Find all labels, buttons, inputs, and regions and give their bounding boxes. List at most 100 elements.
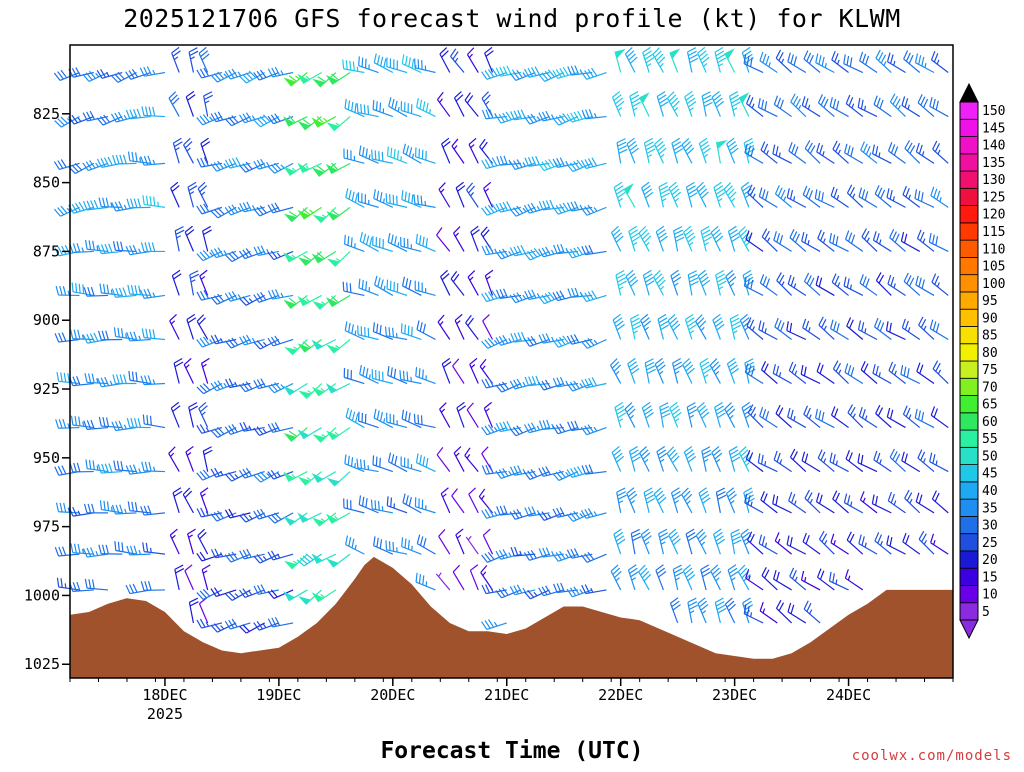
wind-barb [441, 488, 450, 513]
barb-feather [731, 529, 739, 533]
barb-feather [355, 413, 357, 422]
barb-feather [423, 369, 424, 378]
barb-feather [834, 189, 837, 198]
wind-barb [701, 565, 711, 590]
barb-feather [406, 56, 408, 65]
wind-barb [240, 335, 265, 345]
wind-barb [240, 513, 265, 522]
barb-feather [888, 275, 891, 284]
barb-feather [188, 182, 196, 187]
barb-half-feather [836, 579, 837, 584]
barb-feather [525, 158, 529, 167]
barb-half-feather [210, 252, 213, 255]
barb-feather [809, 190, 812, 199]
barb-feather [907, 143, 912, 151]
wind-barb [774, 231, 792, 251]
barb-staff [469, 494, 479, 513]
barb-feather [881, 55, 885, 63]
wind-barb [818, 230, 835, 252]
colorbar-label: 95 [982, 294, 998, 309]
barb-feather [426, 103, 428, 112]
colorbar-arrow-low [960, 620, 978, 638]
barb-half-feather [83, 422, 84, 427]
barb-feather [94, 200, 98, 209]
barb-half-feather [111, 290, 112, 295]
barb-half-feather [252, 338, 254, 342]
barb-feather [127, 546, 130, 555]
barb-feather [792, 494, 795, 503]
colorbar-swatch [960, 102, 978, 119]
barb-half-feather [645, 459, 648, 462]
barb-half-feather [753, 194, 755, 198]
barb-half-feather [277, 473, 280, 477]
wind-barb [804, 601, 820, 623]
barb-half-feather [908, 105, 909, 110]
barb-feather [930, 97, 932, 106]
barb-feather [346, 535, 348, 544]
wind-barb [789, 142, 806, 163]
barb-feather [517, 585, 521, 593]
colorbar-swatch [960, 534, 978, 551]
wind-barb [716, 488, 726, 513]
barb-feather [78, 544, 80, 553]
wind-barb [581, 425, 606, 435]
barb-half-feather [618, 108, 622, 111]
barb-feather [821, 452, 825, 461]
barb-half-feather [537, 426, 539, 430]
barb-feather [103, 417, 105, 426]
wind-barb [268, 203, 293, 213]
barb-half-feather [124, 425, 126, 429]
barb-half-feather [633, 243, 637, 246]
barb-feather [414, 194, 415, 203]
barb-feather [775, 318, 778, 327]
wind-barb [669, 182, 681, 207]
barb-half-feather [909, 415, 911, 419]
barb-feather [744, 488, 752, 493]
wind-barb [729, 447, 740, 472]
barb-feather [423, 324, 425, 333]
y-tick-label: 900 [33, 311, 60, 329]
wind-barb [375, 276, 393, 296]
barb-half-feather [674, 107, 677, 110]
wind-barb [453, 565, 464, 590]
wind-barb [268, 617, 293, 627]
barb-feather [190, 406, 198, 410]
barb-feather [807, 53, 811, 62]
barb-feather [170, 314, 177, 320]
barb-half-feather [616, 578, 619, 581]
barb-feather [844, 494, 846, 503]
barb-feather [109, 244, 112, 253]
barb-feather [482, 466, 486, 475]
barb-feather [424, 538, 426, 547]
barb-feather [835, 493, 839, 501]
barb-feather [117, 241, 119, 250]
barb-feather [833, 235, 835, 244]
barb-half-feather [336, 259, 340, 261]
barb-feather [905, 490, 909, 498]
barb-feather [762, 100, 764, 109]
barb-feather [202, 358, 210, 363]
barb-feather [905, 321, 908, 330]
barb-half-feather [486, 101, 489, 104]
barb-half-feather [824, 458, 826, 462]
barb-feather [761, 491, 765, 500]
barb-half-feather [894, 283, 895, 287]
barb-half-feather [153, 70, 155, 74]
barb-feather [61, 372, 63, 381]
barb-half-feather [938, 282, 940, 286]
barb-staff [185, 571, 194, 590]
barb-half-feather [730, 415, 733, 418]
barb-feather [149, 107, 151, 116]
wind-barb [129, 371, 151, 384]
barb-feather [807, 275, 811, 283]
wind-barb [469, 488, 479, 513]
barb-feather [864, 364, 868, 372]
barb-feather [532, 67, 536, 75]
barb-half-feather [96, 73, 99, 77]
wind-barb [86, 240, 108, 251]
barb-feather [935, 493, 939, 501]
barb-feather [890, 449, 894, 457]
barb-feather [389, 97, 391, 106]
barb-half-feather [808, 105, 809, 110]
colorbar-legend: 5101520253035404550556065707580859095100… [960, 84, 1005, 638]
